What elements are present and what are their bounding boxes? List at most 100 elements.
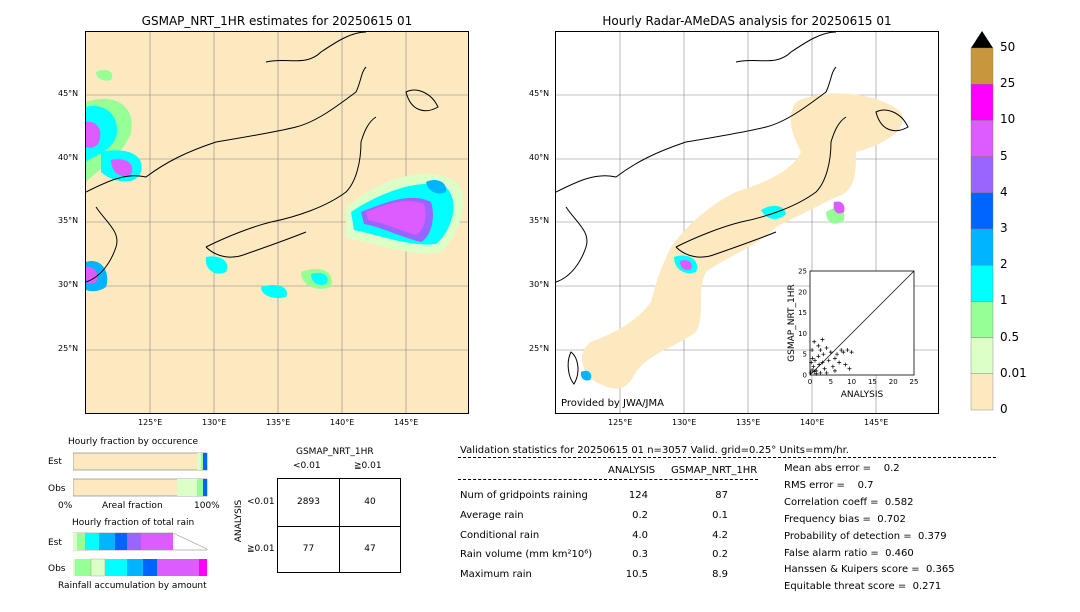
scatter-point [822,366,827,371]
colorbar-tick-label: 1 [1000,293,1008,308]
scatter-point [824,345,829,350]
scatter-point [816,343,821,348]
colorbar-tick-label: 10 [1000,112,1016,127]
scatter-point [847,366,852,371]
occurrence-title: Hourly fraction by occurence [68,437,199,447]
stat-label: Maximum rain [460,569,532,580]
left-lat-tick: 30°N [58,280,79,289]
left-lon-tick: 130°E [202,418,227,427]
colorbar-segment [970,84,994,121]
right-map-title: Hourly Radar-AMeDAS analysis for 2025061… [602,14,892,28]
rain-fraction-x-label: Rainfall accumulation by amount [58,581,207,591]
stat-gsmap: 8.9 [712,569,728,580]
colorbar-segment [970,192,994,230]
scatter-point [826,358,831,363]
right-lat-tick: 35°N [529,216,550,225]
validation-col-divider [458,479,758,480]
scatter-y-tick: 0 [803,372,807,380]
scatter-point [845,348,850,353]
scatter-point [828,350,833,355]
scatter-point [817,362,822,367]
scatter-x-tick: 0 [808,378,812,386]
stat-analysis: 0.2 [632,510,648,521]
left-lon-tick: 125°E [138,418,163,427]
contingency-cell: 2893 [297,497,320,507]
occurrence-bars [73,452,208,497]
colorbar-tick-label: 0 [1000,402,1008,416]
scatter-y-tick: 15 [798,309,807,317]
occurrence-est-label: Est [48,457,62,467]
contingency-row-label: <0.01 [247,497,275,507]
scatter-point [810,348,815,353]
right-lat-tick: 30°N [529,280,550,289]
scatter-point [814,371,819,376]
colorbar-segment [970,156,994,193]
right-lat-tick: 45°N [529,89,550,98]
scatter-point [812,358,817,363]
scatter-point [811,364,816,369]
radar-credit: Provided by JWA/JMA [561,398,664,409]
contingency-col-label: ≧0.01 [354,461,382,471]
scatter-point [810,368,815,373]
contingency-side-label: ANALYSIS [234,499,245,543]
score-line: Hanssen & Kuipers score = 0.365 [784,564,955,575]
score-line: RMS error = 0.7 [784,480,874,491]
left-lat-tick: 35°N [58,216,79,225]
colorbar-extend-arrow [971,31,993,48]
colorbar-tick-label: 25 [1000,76,1016,91]
right-lon-tick: 145°E [864,418,889,427]
colorbar-segment [970,373,994,411]
score-line: Frequency bias = 0.702 [784,514,906,525]
stat-gsmap: 0.2 [712,549,728,560]
scatter-y-label: GSMAP_NRT_1HR [787,284,797,362]
scatter-point [843,362,848,367]
right-lon-tick: 140°E [800,418,825,427]
right-lon-tick: 130°E [672,418,697,427]
contingency-title: GSMAP_NRT_1HR [296,447,374,457]
score-line: Probability of detection = 0.379 [784,531,947,542]
colorbar-segment [970,337,994,375]
rain-obs-label: Obs [48,564,66,574]
scatter-point [824,370,829,375]
scatter-x-tick: 25 [910,378,919,386]
stat-analysis: 10.5 [625,569,648,580]
rain-fraction-bars [73,532,208,577]
scatter-y-tick: 25 [798,268,807,276]
stat-label: Conditional rain [460,530,540,541]
scatter-diagonal [809,270,915,376]
left-lat-tick: 45°N [58,89,79,98]
colorbar-tick-label: 0.5 [1000,329,1020,344]
contingency-cell: 40 [364,497,376,507]
scatter-point [816,354,821,359]
stat-gsmap: 4.2 [712,530,728,541]
colorbar-tick-label: 2 [1000,257,1008,272]
gsmap-map-canvas [86,32,468,413]
rain-fraction-title: Hourly fraction of total rain [72,518,195,528]
colorbar-segment [970,120,994,157]
scatter-point [835,352,840,357]
colorbar-segment [970,264,994,302]
scatter-point [818,348,823,353]
colorbar-tick-label: 3 [1000,221,1008,235]
validation-divider [458,457,996,458]
colorbar-segment [970,228,994,266]
scatter-plot: 0 5 10 15 20 25 0 5 10 15 20 25 ANALYSIS GSMAP_NRT_1H… [787,268,919,401]
stat-gsmap: 87 [715,490,728,501]
colorbar-tick-label: 4 [1000,184,1008,199]
scatter-point [820,337,825,342]
contingency-grid: 2893 40 77 47 [277,478,401,573]
stat-label: Num of gridpoints raining [460,490,588,501]
occurrence-obs-label: Obs [48,484,66,494]
radar-map-canvas [556,32,938,413]
scatter-point [812,339,817,344]
left-lon-tick: 145°E [394,418,419,427]
scatter-point [809,360,814,365]
colorbar-segment [970,301,994,338]
validation-col-gsmap: GSMAP_NRT_1HR [671,465,758,476]
colorbar-tick-label: 50 [1000,40,1016,54]
scatter-y-tick: 10 [798,330,807,338]
left-lat-tick: 40°N [58,153,79,162]
left-map-title: GSMAP_NRT_1HR estimates for 20250615 01 [141,14,413,28]
occurrence-x-max: 100% [194,501,220,511]
validation-col-analysis: ANALYSIS [608,465,656,476]
